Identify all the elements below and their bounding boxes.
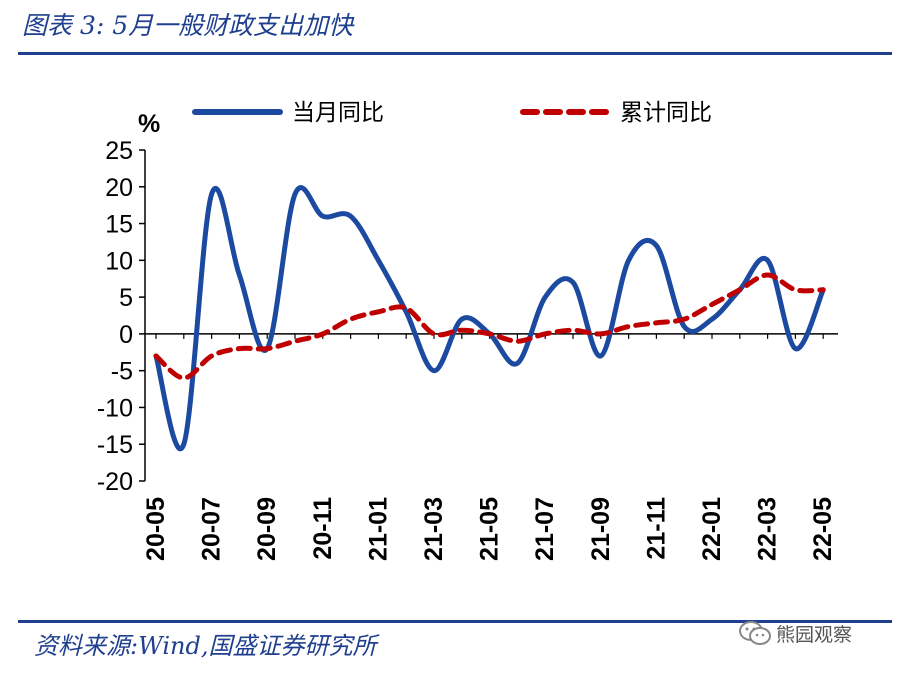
wechat-icon: [739, 621, 771, 645]
chart-legend: 当月同比 累计同比: [192, 100, 712, 126]
x-tick-label: 20-09: [253, 497, 281, 561]
x-tick-label: 20-07: [198, 497, 226, 561]
watermark: 熊园观察: [738, 619, 852, 647]
y-tick-label: 0: [119, 321, 133, 349]
series-line-monthly: [153, 185, 826, 451]
y-tick-label: 25: [105, 137, 133, 165]
x-tick-label: 21-01: [364, 497, 392, 561]
x-axis: 20-05 20-07 20-09 20-11 21-01 21-03 21-05 21-07…: [142, 333, 838, 561]
watermark-text: 熊园观察: [776, 623, 853, 646]
source-rule: [18, 620, 892, 623]
legend-label-monthly: 当月同比: [292, 100, 384, 126]
figure-title: 图表 3: 5月一般财政支出加快: [22, 11, 354, 40]
y-tick-label: 5: [119, 284, 133, 312]
source-note: 资料来源:Wind,国盛证券研究所: [34, 632, 377, 660]
x-tick-label: 21-09: [587, 497, 615, 561]
chart-series: [153, 185, 826, 451]
x-tick-label: 21-05: [476, 497, 504, 561]
y-tick-label: -10: [97, 394, 133, 422]
x-tick-label: 22-05: [809, 497, 837, 561]
x-tick-label: 21-03: [420, 497, 448, 561]
y-tick-label: 10: [105, 247, 133, 275]
legend-label-cumulative: 累计同比: [620, 100, 712, 126]
x-tick-label: 22-03: [754, 497, 782, 561]
x-tick-label: 20-11: [309, 497, 337, 560]
y-tick-label: -15: [97, 431, 133, 459]
y-tick-label: 15: [105, 211, 133, 239]
y-tick-label: -20: [97, 468, 133, 496]
y-tick-label: -5: [111, 358, 133, 386]
y-unit-label: %: [138, 110, 160, 138]
y-axis: 25 20 15 10 5 0 -5 -10 -15 -20: [97, 137, 146, 496]
x-tick-label: 20-05: [142, 497, 170, 561]
series-line-cumulative: [153, 272, 826, 381]
x-tick-label: 22-01: [698, 497, 726, 561]
x-tick-label: 21-07: [531, 497, 559, 561]
title-rule: [18, 52, 892, 55]
y-tick-label: 20: [105, 174, 133, 202]
x-tick-label: 21-11: [642, 497, 670, 560]
